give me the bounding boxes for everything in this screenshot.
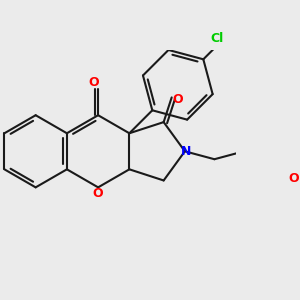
Text: N: N (180, 145, 191, 158)
Text: O: O (173, 93, 184, 106)
Text: O: O (93, 187, 104, 200)
Text: O: O (88, 76, 99, 89)
Text: O: O (289, 172, 299, 185)
Text: Cl: Cl (211, 32, 224, 45)
